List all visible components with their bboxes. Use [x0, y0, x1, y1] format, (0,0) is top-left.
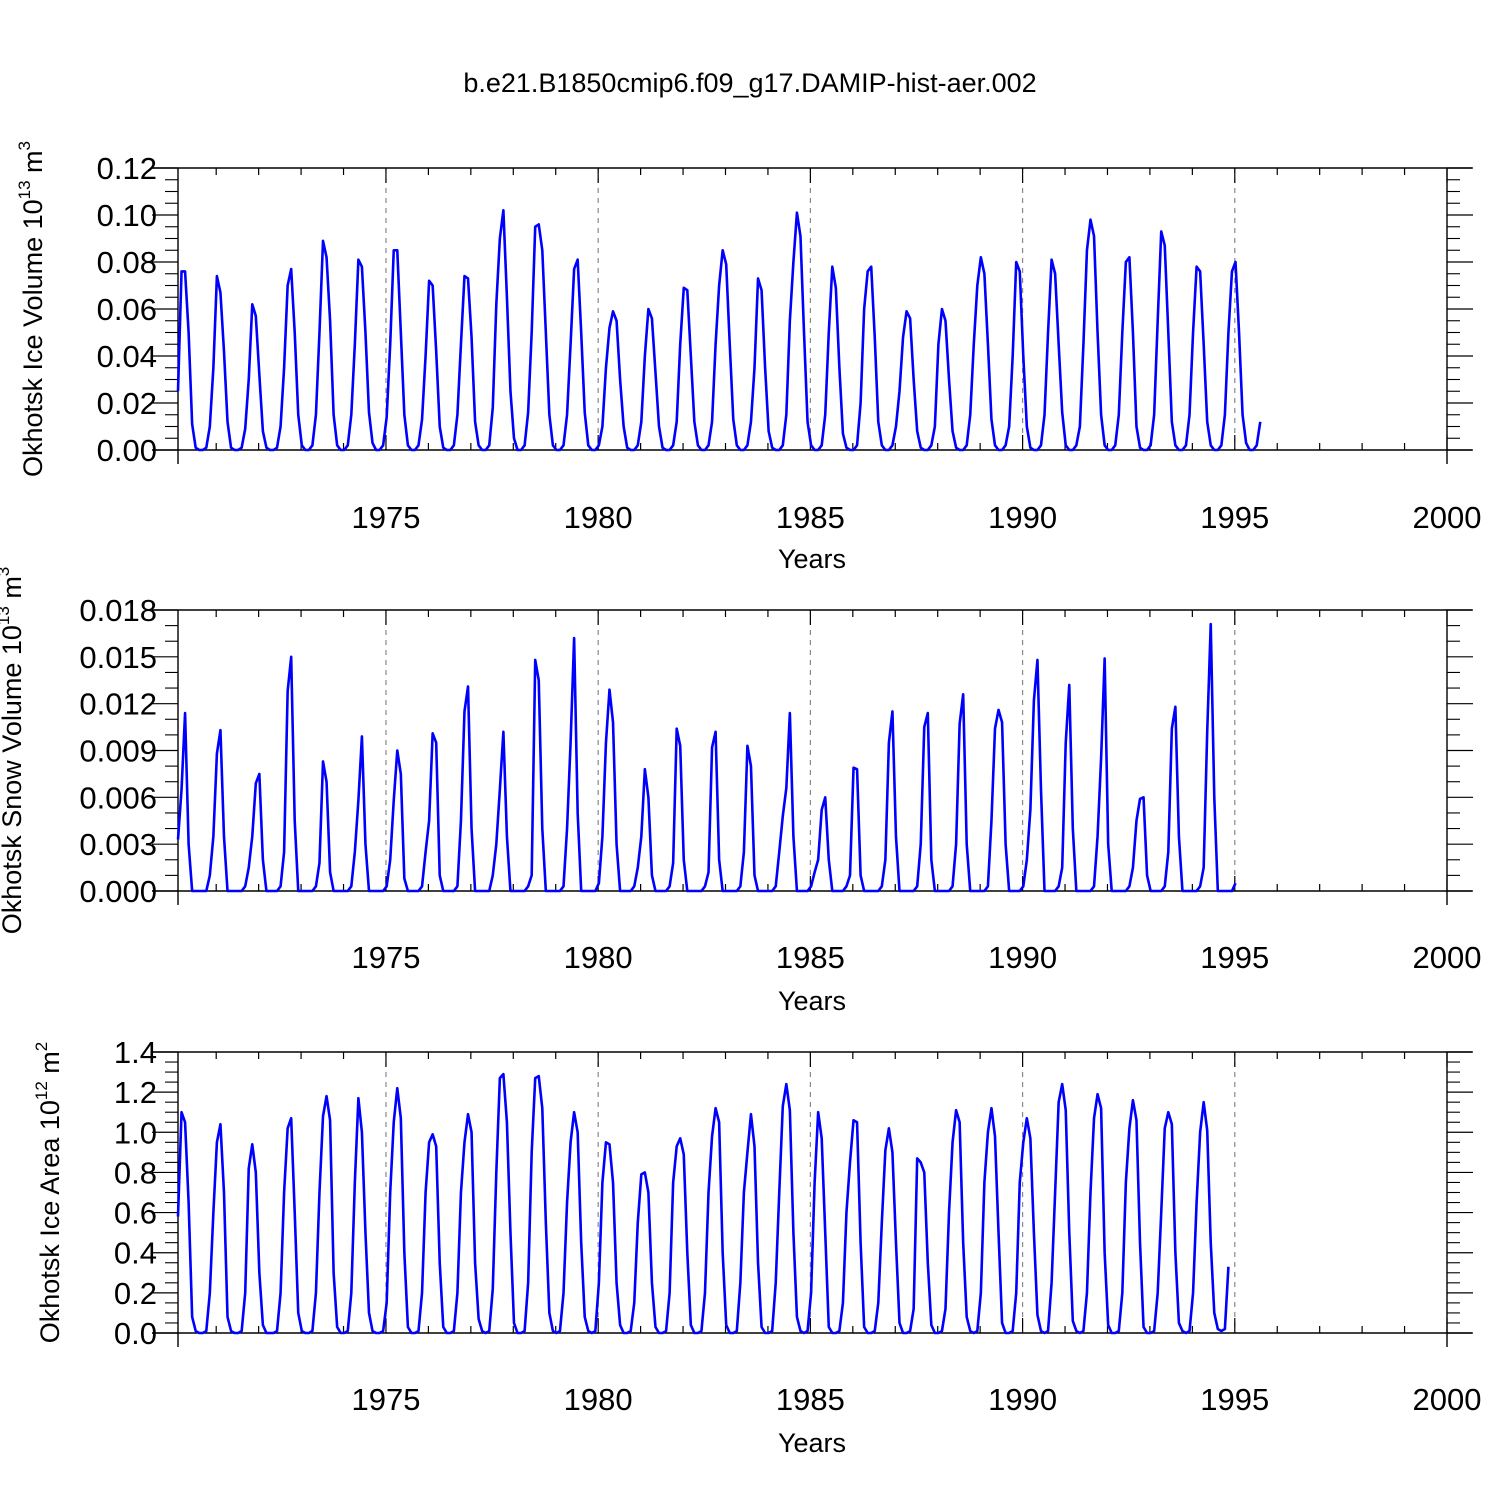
y-axis-title-unit-exponent: 2: [32, 1042, 51, 1051]
x-tick-label: 2000: [1413, 500, 1482, 535]
chart-panel-3: 0.0 0.2 0.4 0.6 0.8 1.0 1.2 1.4 1975 1980 1985 1990…: [32, 1035, 1481, 1458]
x-tick-label: 1990: [988, 500, 1057, 535]
y-tick-label: 0.012: [79, 687, 157, 722]
y-axis-title: Okhotsk Snow Volume 1013 m3: [0, 567, 27, 935]
series-line: [176, 209, 1262, 452]
y-axis-title-unit: m: [0, 576, 27, 606]
x-axis-title: Years: [778, 986, 846, 1016]
y-axis-title-unit: m: [35, 1051, 65, 1081]
y-axis-title-unit-exponent: 3: [15, 141, 34, 150]
y-tick-label: 0.6: [114, 1196, 157, 1231]
x-tick-label: 1975: [351, 1382, 420, 1417]
y-tick-label: 0.015: [79, 640, 157, 675]
y-axis-title-main: Okhotsk Snow Volume 10: [0, 625, 27, 934]
y-axis-title: Okhotsk Ice Volume 1013 m3: [15, 141, 48, 477]
x-tick-label: 1975: [351, 940, 420, 975]
y-axis-title-exponent: 12: [32, 1081, 51, 1100]
x-tick-label: 1995: [1200, 1382, 1269, 1417]
y-tick-label: 0.2: [114, 1276, 157, 1311]
y-tick-label: 0.000: [79, 874, 157, 909]
y-tick-label: 0.02: [97, 386, 157, 421]
x-tick-label: 1985: [776, 940, 845, 975]
x-tick-label: 2000: [1413, 1382, 1482, 1417]
y-tick-label: 0.06: [97, 292, 157, 327]
x-tick-label: 1980: [564, 940, 633, 975]
x-tick-label: 1995: [1200, 500, 1269, 535]
y-tick-label: 0.4: [114, 1236, 157, 1271]
x-axis-title: Years: [778, 544, 846, 574]
y-axis-title-unit-exponent: 3: [0, 567, 13, 576]
x-tick-label: 1985: [776, 1382, 845, 1417]
chart-panel-1: 0.00 0.02 0.04 0.06 0.08 0.10 0.12 1975 1980 1985…: [15, 141, 1481, 574]
y-tick-label: 1.2: [114, 1075, 157, 1110]
x-tick-label: 2000: [1413, 940, 1482, 975]
y-tick-label: 0.08: [97, 245, 157, 280]
chart-panel-2: 0.000 0.003 0.006 0.009 0.012 0.015 0.018 1975 1…: [0, 567, 1481, 1016]
series-line: [176, 622, 1237, 893]
y-axis-title-unit: m: [18, 150, 48, 180]
y-tick-label: 0.009: [79, 734, 157, 769]
x-tick-label: 1980: [564, 1382, 633, 1417]
y-axis-title-exponent: 13: [15, 180, 34, 199]
y-tick-label: 0.8: [114, 1155, 157, 1190]
y-tick-label: 0.018: [79, 593, 157, 628]
x-tick-label: 1995: [1200, 940, 1269, 975]
x-tick-label: 1990: [988, 1382, 1057, 1417]
y-tick-label: 1.0: [114, 1115, 157, 1150]
series-line: [176, 1072, 1230, 1335]
y-tick-label: 1.4: [114, 1035, 157, 1070]
y-tick-label: 0.006: [79, 780, 157, 815]
y-tick-label: 0.10: [97, 198, 157, 233]
x-tick-label: 1975: [351, 500, 420, 535]
x-tick-label: 1980: [564, 500, 633, 535]
y-tick-label: 0.0: [114, 1316, 157, 1351]
x-axis-title: Years: [778, 1428, 846, 1458]
y-axis-title: Okhotsk Ice Area 1012 m2: [32, 1042, 65, 1344]
y-tick-label: 0.00: [97, 433, 157, 468]
y-axis-title-exponent: 13: [0, 606, 13, 625]
figure-title: b.e21.B1850cmip6.f09_g17.DAMIP-hist-aer.…: [463, 68, 1036, 98]
y-axis-title-main: Okhotsk Ice Volume 10: [18, 199, 48, 477]
x-tick-label: 1990: [988, 940, 1057, 975]
y-tick-label: 0.12: [97, 151, 157, 186]
y-tick-label: 0.04: [97, 339, 157, 374]
y-tick-label: 0.003: [79, 827, 157, 862]
x-tick-label: 1985: [776, 500, 845, 535]
y-axis-title-main: Okhotsk Ice Area 10: [35, 1100, 65, 1343]
